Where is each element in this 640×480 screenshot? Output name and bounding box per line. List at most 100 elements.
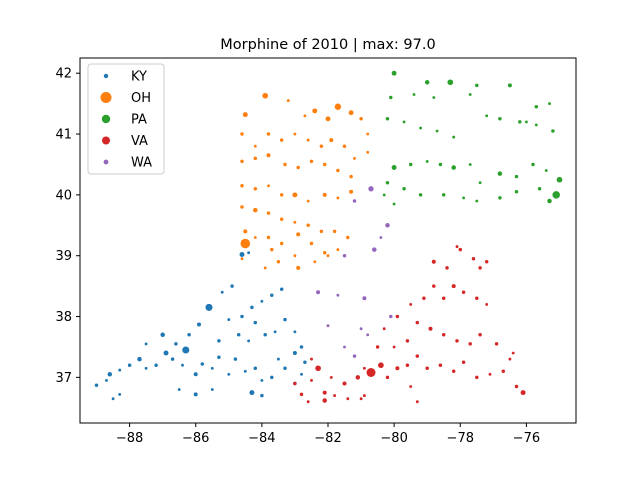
data-point (205, 303, 213, 311)
data-point (424, 80, 430, 85)
data-point (552, 191, 560, 199)
data-point (144, 342, 148, 346)
data-point (362, 394, 366, 398)
data-point (306, 199, 310, 203)
data-point (385, 117, 390, 121)
data-point (355, 375, 361, 380)
data-point (468, 342, 472, 346)
y-tick-label: 39 (55, 249, 72, 264)
data-point (551, 129, 555, 133)
data-point (260, 393, 264, 398)
data-point (548, 102, 551, 106)
data-point (378, 362, 384, 369)
data-point (382, 193, 386, 197)
data-point (478, 181, 482, 185)
x-tick-label: −80 (380, 431, 407, 446)
x-tick-label: −82 (314, 431, 341, 446)
data-point (518, 120, 522, 124)
data-point (385, 375, 390, 380)
data-point (253, 366, 258, 371)
data-point (286, 99, 290, 103)
data-point (316, 290, 321, 295)
data-point (293, 132, 297, 136)
data-point (451, 165, 456, 170)
data-point (352, 354, 357, 358)
data-point (107, 372, 113, 377)
data-point (111, 397, 115, 401)
data-point (283, 162, 287, 167)
data-point (349, 189, 354, 194)
data-point (260, 378, 264, 382)
data-point (534, 104, 539, 109)
data-point (299, 392, 304, 397)
legend-item-ky: KY (103, 70, 147, 85)
data-point (303, 114, 307, 118)
data-point (270, 247, 274, 252)
data-point (392, 345, 396, 349)
data-point (240, 257, 244, 261)
data-point (445, 266, 449, 270)
data-point (408, 162, 413, 167)
legend-marker (100, 92, 112, 103)
data-point (441, 333, 446, 337)
data-point (240, 238, 251, 249)
data-point (346, 397, 350, 401)
data-point (310, 378, 313, 382)
data-point (348, 110, 354, 116)
data-point (300, 372, 303, 376)
data-point (276, 260, 281, 264)
data-point (247, 339, 251, 343)
data-point (326, 324, 330, 328)
data-point (336, 248, 340, 252)
data-point (196, 322, 202, 327)
data-point (266, 211, 271, 215)
x-tick-label: −88 (116, 431, 143, 446)
y-axis: 37 38 39 40 41 42 (55, 67, 80, 386)
data-point (163, 350, 169, 356)
data-point (336, 168, 340, 173)
data-point (478, 266, 482, 270)
data-point (366, 333, 370, 337)
data-point (352, 199, 357, 203)
legend-label: VA (131, 134, 148, 149)
data-point (322, 162, 327, 167)
data-point (507, 83, 512, 88)
data-point (260, 299, 264, 303)
data-point (485, 114, 489, 118)
y-tick-label: 38 (55, 310, 72, 325)
data-point (313, 260, 317, 264)
data-point (240, 314, 244, 319)
data-point (409, 302, 413, 306)
data-point (279, 241, 284, 246)
data-point (240, 132, 244, 136)
data-point (425, 159, 429, 163)
data-point (422, 296, 426, 301)
data-point (395, 314, 400, 319)
data-point (220, 290, 224, 294)
x-tick-label: −78 (447, 431, 474, 446)
data-point (217, 339, 221, 343)
data-point (511, 351, 515, 355)
data-point (478, 333, 482, 337)
data-point (292, 192, 298, 198)
legend-item-pa: PA (101, 113, 147, 128)
data-point (334, 103, 342, 110)
data-point (537, 187, 542, 191)
data-point (461, 360, 466, 364)
y-tick-label: 41 (55, 128, 72, 143)
data-point (405, 339, 410, 343)
data-point (242, 112, 248, 118)
data-point (359, 397, 363, 401)
data-point (230, 284, 234, 288)
data-point (556, 176, 563, 183)
chart-title: Morphine of 2010 | max: 97.0 (220, 37, 435, 53)
data-point (227, 372, 231, 376)
data-point (336, 196, 340, 200)
data-point (322, 398, 327, 403)
data-point (137, 356, 142, 362)
data-point (266, 153, 271, 158)
data-point (306, 223, 310, 228)
data-point (372, 247, 377, 252)
data-point (329, 375, 333, 379)
x-tick-label: −86 (182, 431, 209, 446)
